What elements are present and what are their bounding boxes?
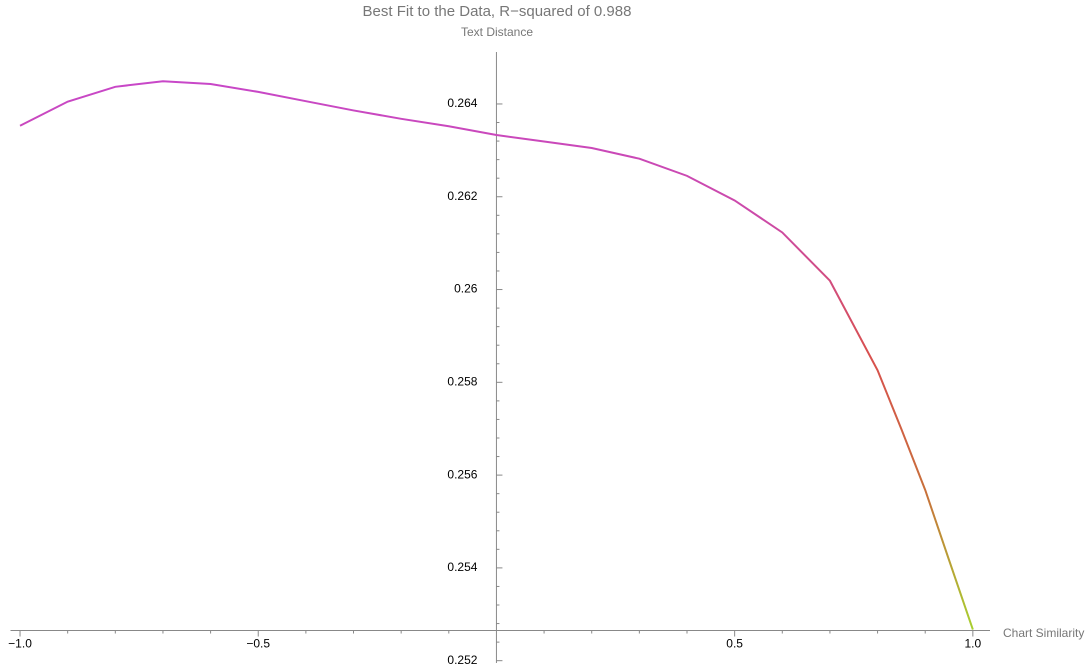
x-tick-label: 1.0: [965, 637, 982, 651]
x-tick-label: −0.5: [246, 637, 270, 651]
fit-line: [19, 80, 974, 630]
y-tick-label: 0.26: [454, 282, 478, 296]
y-tick-label: 0.262: [447, 189, 477, 203]
y-tick-label: 0.264: [447, 96, 477, 110]
x-axis-label: Chart Similarity: [1003, 626, 1084, 640]
x-tick-label: −1.0: [8, 637, 32, 651]
y-axis-label: Text Distance: [461, 25, 533, 39]
y-tick-label: 0.258: [447, 374, 477, 388]
chart-title: Best Fit to the Data, R−squared of 0.988: [363, 3, 632, 20]
y-tick-label: 0.256: [447, 467, 477, 481]
x-tick-label: 0.5: [726, 637, 743, 651]
y-tick-label: 0.254: [447, 560, 477, 574]
y-tick-label: 0.252: [447, 653, 477, 667]
